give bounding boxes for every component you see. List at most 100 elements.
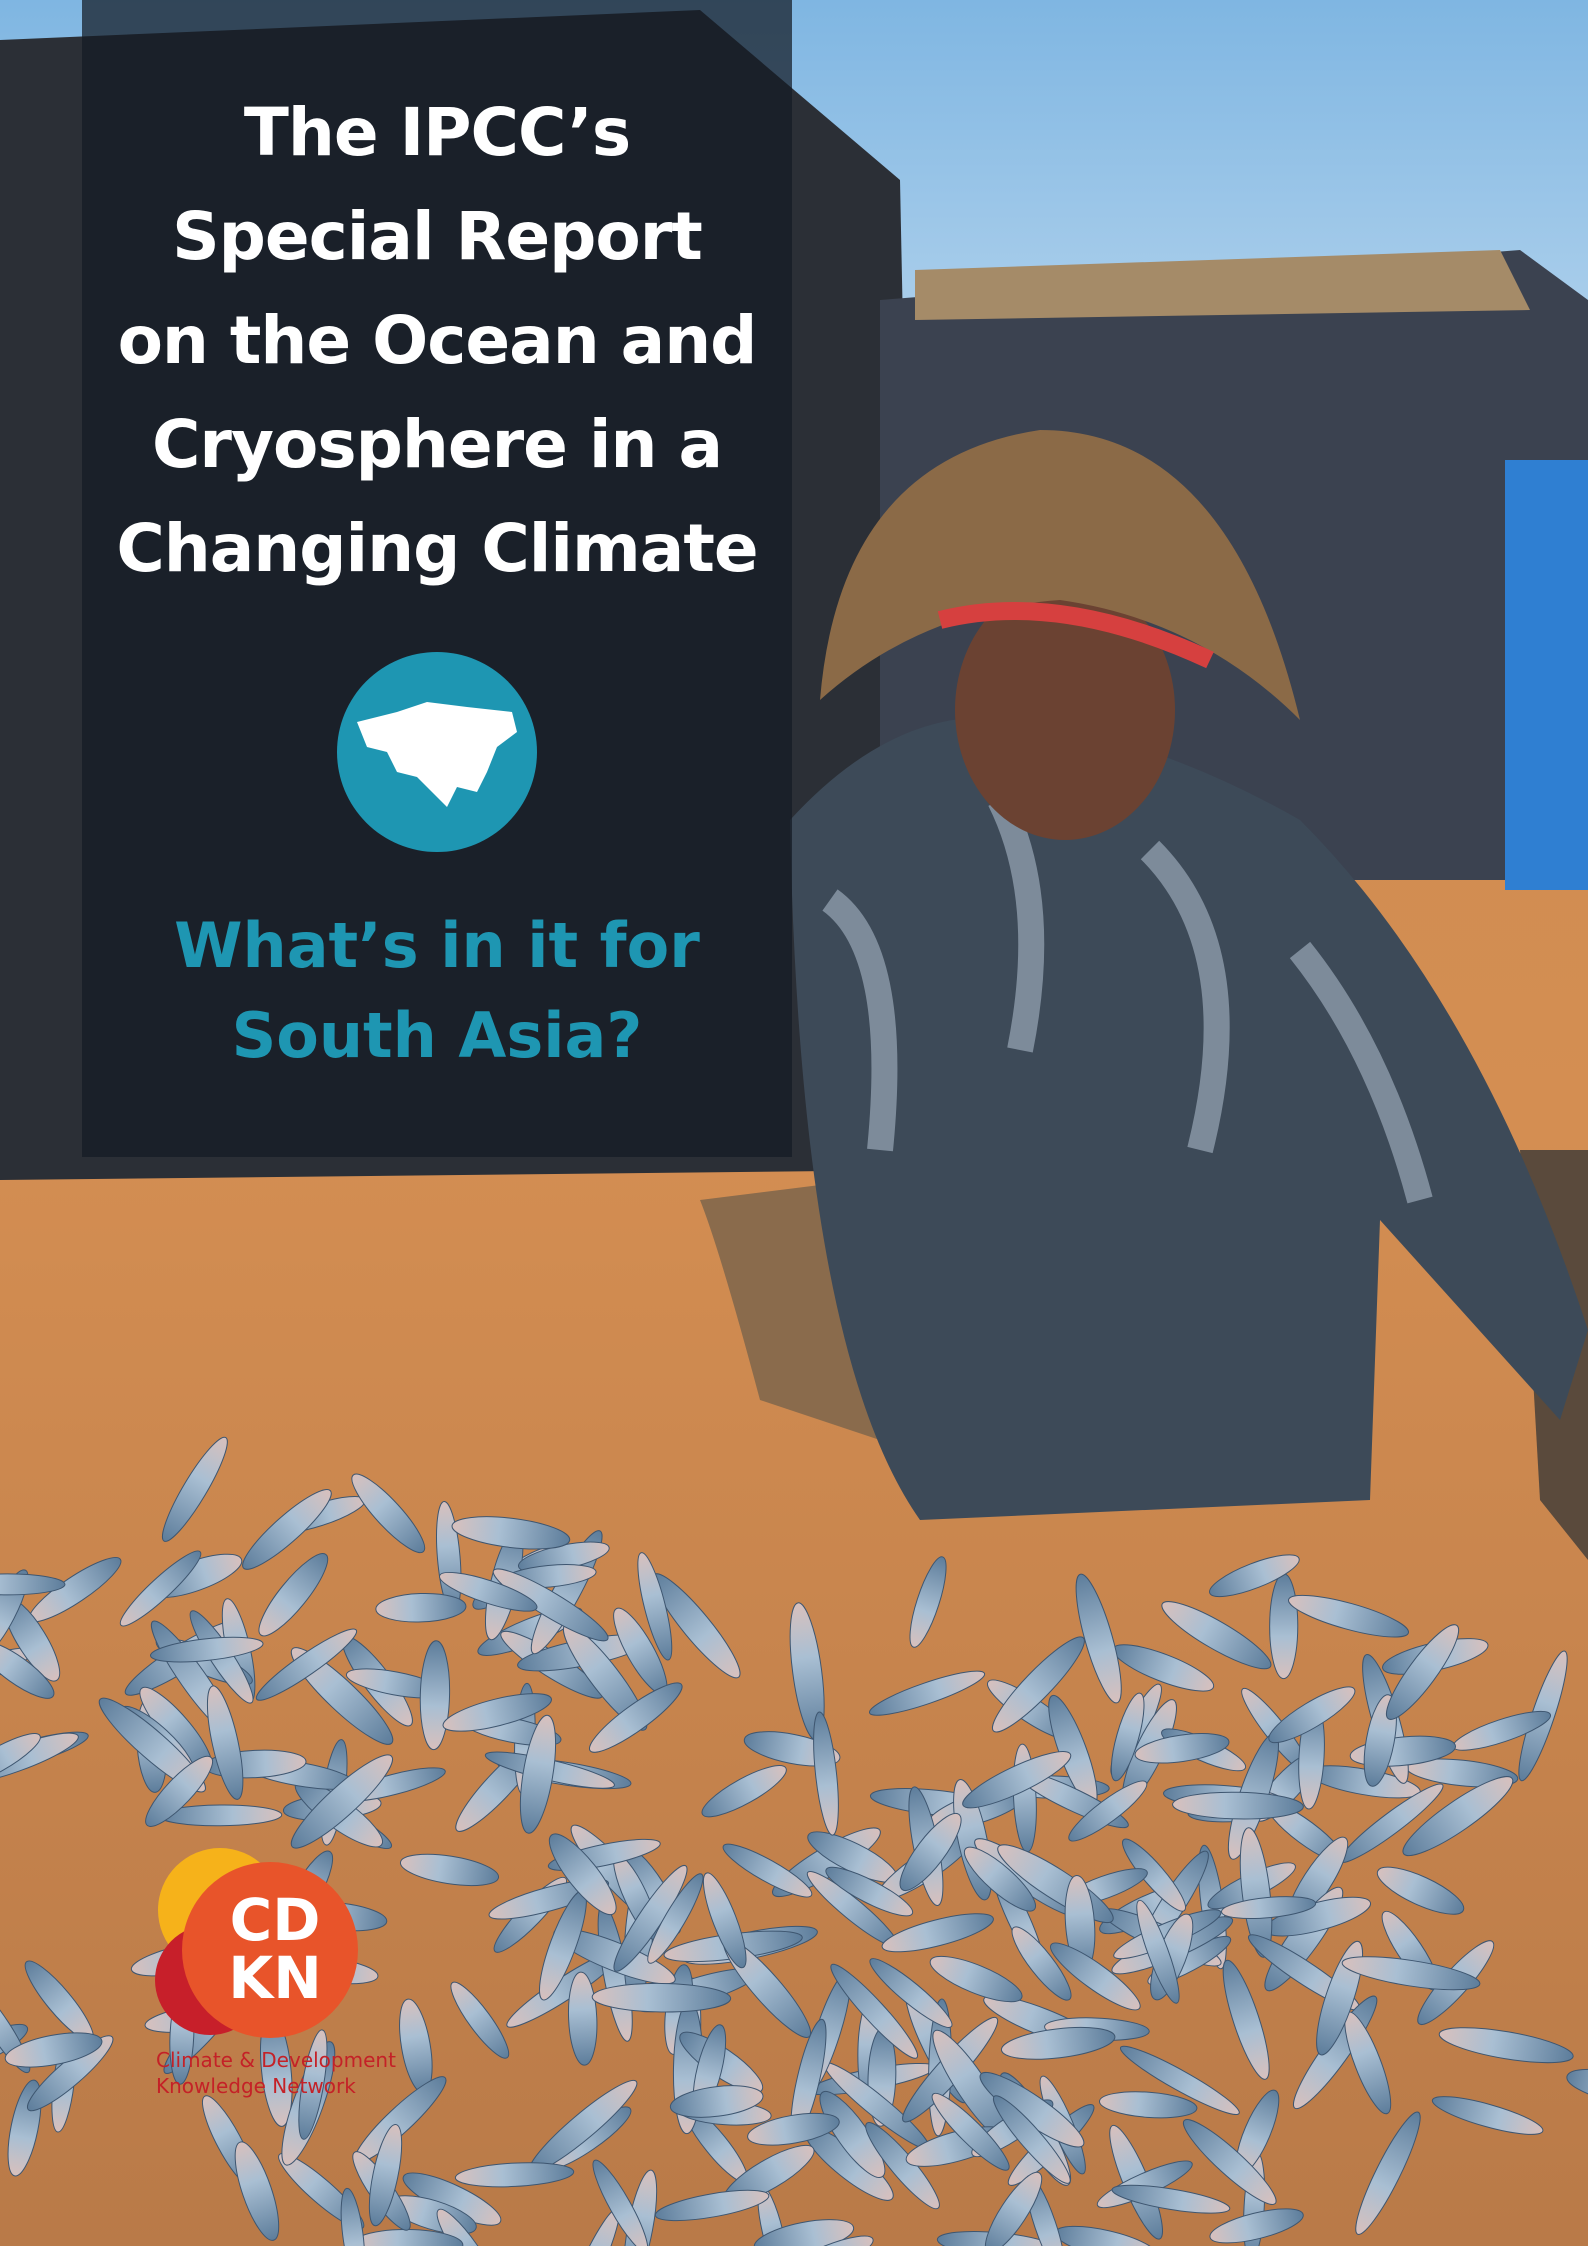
fish bbox=[451, 1516, 571, 1550]
fish bbox=[654, 2189, 770, 2222]
fish bbox=[368, 2123, 403, 2227]
fish bbox=[255, 1628, 358, 1701]
fish bbox=[825, 1866, 914, 1917]
fish bbox=[0, 1733, 41, 1788]
fish bbox=[869, 1958, 953, 2028]
fish bbox=[782, 2235, 874, 2246]
fish bbox=[1110, 1692, 1145, 1782]
fish bbox=[492, 1568, 609, 1642]
fish bbox=[1376, 1866, 1465, 1915]
fish bbox=[1438, 2027, 1574, 2064]
title-line: Changing Climate bbox=[116, 510, 758, 587]
fish bbox=[161, 1436, 228, 1542]
fish bbox=[591, 1982, 732, 2013]
fish bbox=[991, 1636, 1085, 1733]
fish-pile bbox=[0, 1436, 1588, 2246]
fish bbox=[436, 2208, 498, 2246]
fish bbox=[984, 2171, 1043, 2246]
fish bbox=[1209, 2208, 1304, 2244]
fish bbox=[98, 1697, 206, 1793]
fish bbox=[813, 1711, 839, 1836]
fish bbox=[340, 2187, 366, 2246]
title-line: Cryosphere in a bbox=[151, 406, 723, 483]
fish bbox=[1122, 1838, 1186, 1912]
fish bbox=[962, 1751, 1072, 1809]
logo-letters: KN bbox=[228, 1944, 322, 2012]
fish bbox=[149, 1636, 264, 1663]
fish bbox=[830, 1963, 919, 2059]
fish bbox=[290, 1647, 394, 1745]
fish bbox=[145, 1755, 214, 1827]
fish bbox=[909, 1556, 947, 1648]
fish bbox=[819, 2090, 886, 2178]
fish bbox=[701, 1765, 787, 1818]
fish bbox=[519, 1714, 557, 1834]
fish bbox=[931, 2092, 1010, 2171]
fish bbox=[992, 2095, 1071, 2184]
fish bbox=[206, 1685, 244, 1800]
fish bbox=[1566, 2068, 1588, 2104]
org-name: Climate & Development bbox=[156, 2048, 396, 2072]
fish bbox=[1341, 1956, 1481, 1991]
fish bbox=[702, 1872, 747, 1969]
fish bbox=[588, 1682, 683, 1753]
fish bbox=[1182, 2119, 1277, 2205]
fish bbox=[351, 1473, 426, 1554]
subtitle-line: What’s in it for bbox=[174, 909, 700, 982]
fish bbox=[258, 1553, 329, 1637]
fish bbox=[4, 2032, 103, 2068]
logo-letters: CD bbox=[230, 1886, 321, 1954]
fish bbox=[442, 1693, 552, 1732]
fish bbox=[753, 2219, 855, 2246]
fish bbox=[899, 1812, 962, 1892]
fish bbox=[119, 1550, 202, 1627]
asia-icon bbox=[337, 652, 537, 852]
fish bbox=[26, 2035, 114, 2112]
title-line: The IPCC’s bbox=[243, 94, 631, 171]
cdkn-logo: CD KN bbox=[155, 1848, 358, 2038]
fish bbox=[450, 1981, 510, 2059]
fish bbox=[647, 1873, 704, 1964]
fish bbox=[963, 1846, 1036, 1912]
fish bbox=[747, 2112, 840, 2146]
fish bbox=[1136, 1899, 1180, 2004]
subtitle-line: South Asia? bbox=[231, 999, 643, 1072]
fish bbox=[1068, 1780, 1148, 1842]
title-line: on the Ocean and bbox=[117, 302, 758, 379]
fish bbox=[242, 1489, 332, 1570]
fish bbox=[881, 1913, 994, 1953]
org-name: Knowledge Network bbox=[156, 2074, 356, 2098]
fish bbox=[1172, 1791, 1304, 1820]
fish bbox=[1431, 2096, 1544, 2135]
fish bbox=[548, 1833, 617, 1916]
fish bbox=[399, 1853, 500, 1887]
fish bbox=[234, 2141, 280, 2241]
fish bbox=[1119, 2045, 1240, 2116]
fish bbox=[1098, 2091, 1198, 2119]
fish bbox=[1268, 1686, 1356, 1744]
fish bbox=[1221, 1896, 1317, 1920]
fish bbox=[298, 2029, 328, 2140]
title-line: Special Report bbox=[172, 198, 703, 275]
fish bbox=[0, 1640, 55, 1699]
fish bbox=[454, 2162, 575, 2188]
title-panel bbox=[82, 0, 792, 1157]
fish bbox=[567, 1971, 598, 2066]
fish bbox=[1134, 1733, 1230, 1764]
fish bbox=[419, 1640, 451, 1751]
fish bbox=[929, 1955, 1023, 2003]
fish bbox=[868, 1670, 986, 1716]
fish bbox=[1000, 2026, 1116, 2060]
fish bbox=[1161, 1601, 1272, 1670]
fish bbox=[1222, 1959, 1270, 2080]
fish bbox=[1288, 1594, 1409, 1638]
fish bbox=[1402, 1776, 1514, 1857]
fish bbox=[290, 1754, 394, 1849]
fish bbox=[1269, 1573, 1299, 1680]
fish bbox=[1239, 1827, 1273, 1958]
fish bbox=[592, 2159, 649, 2246]
fish bbox=[0, 1573, 66, 1596]
fish bbox=[1075, 1573, 1122, 1704]
fish bbox=[1355, 2111, 1421, 2235]
